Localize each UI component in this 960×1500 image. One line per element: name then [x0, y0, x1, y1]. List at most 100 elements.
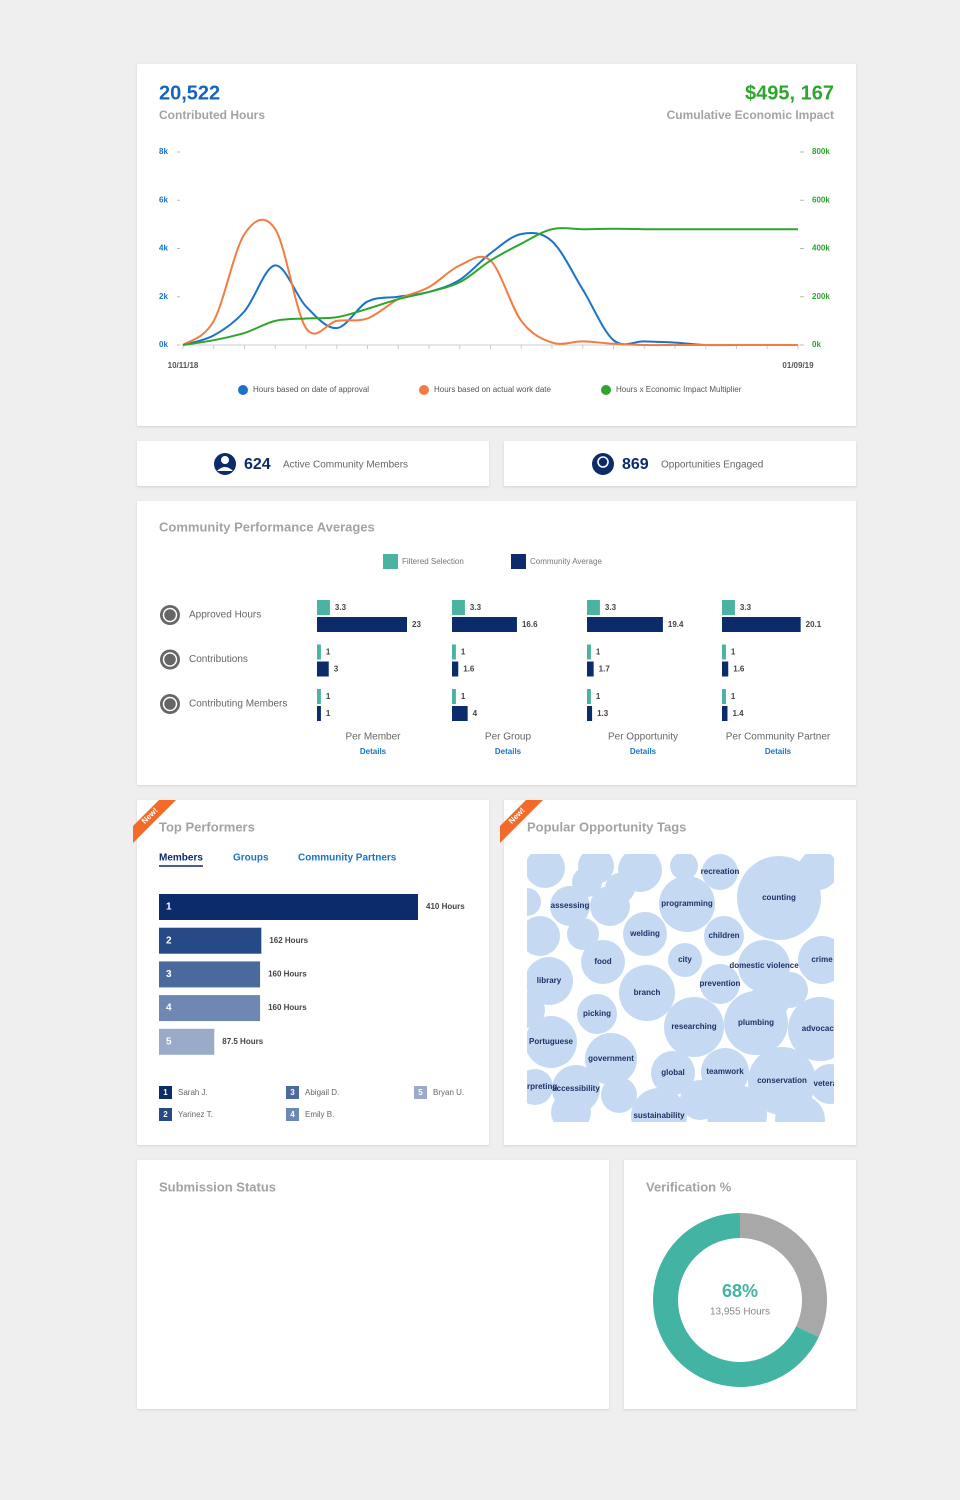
bar	[722, 706, 728, 721]
bar-value-label: 1	[461, 692, 466, 701]
x-tick-label: 01/09/19	[782, 361, 814, 370]
legend-label: Hours based on date of approval	[253, 385, 369, 394]
tag-bubble	[700, 964, 740, 1004]
rank-label: 2	[166, 935, 172, 946]
bar-value-label: 1	[596, 692, 601, 701]
legend-rank: 2	[163, 1110, 168, 1119]
member-icon-body	[217, 467, 233, 471]
opportunity-icon-pin	[597, 456, 609, 468]
y2-tick-label: 400k	[812, 244, 830, 253]
panel-label: Per Member	[345, 732, 401, 743]
donut-subtitle: 13,955 Hours	[710, 1307, 770, 1318]
legend-swatch	[511, 554, 526, 569]
y-tick-label: 2k	[159, 292, 168, 301]
bar-value-label: 160 Hours	[268, 970, 307, 979]
panel-label: Per Community Partner	[726, 732, 831, 743]
donut-segment	[740, 1213, 827, 1338]
bar-value-label: 23	[412, 620, 421, 629]
y-tick-label: 0k	[159, 340, 168, 349]
bar	[317, 600, 330, 615]
tab[interactable]: Groups	[233, 853, 269, 864]
tag-bubble	[527, 854, 565, 888]
bar	[452, 661, 459, 677]
tag-bubble	[623, 912, 667, 956]
bar	[722, 600, 735, 615]
details-link[interactable]: Details	[495, 747, 522, 756]
details-link[interactable]: Details	[630, 747, 657, 756]
tag-bubble	[702, 854, 738, 890]
performance-title: Community Performance Averages	[159, 519, 375, 534]
tag-label: counting	[762, 893, 796, 902]
tag-bubble	[737, 856, 821, 940]
bar-value-label: 1.6	[463, 665, 475, 674]
legend-name: Sarah J.	[178, 1088, 208, 1097]
members-card	[137, 441, 489, 486]
tag-label: plumbing	[738, 1018, 774, 1027]
bar	[587, 617, 663, 632]
x-tick-label: 10/11/18	[168, 361, 199, 370]
bar	[452, 600, 465, 615]
bar	[587, 661, 594, 677]
bar-value-label: 3	[334, 665, 339, 674]
opportunities-value: 869	[622, 456, 649, 473]
bar-value-label: 19.4	[668, 620, 684, 629]
legend-name: Bryan U.	[433, 1088, 464, 1097]
series-line	[182, 218, 798, 347]
tag-bubble	[590, 886, 630, 926]
legend-swatch	[286, 1108, 299, 1121]
bar-value-label: 1	[326, 692, 331, 701]
y2-tick-label: 200k	[812, 292, 830, 301]
bar	[587, 706, 593, 721]
tag-cloud: recreation counting assessing programming we…	[527, 854, 839, 1122]
tag-label: sustainability	[633, 1111, 685, 1120]
bar-value-label: 87.5 Hours	[222, 1037, 263, 1046]
tag-label: advocacy	[802, 1024, 839, 1033]
bar	[587, 600, 600, 615]
tag-bubble	[788, 997, 834, 1061]
row-icon-inner	[162, 696, 178, 712]
tags-title: Popular Opportunity Tags	[527, 819, 686, 834]
tag-label: government	[588, 1054, 634, 1063]
tag-bubble	[552, 1065, 600, 1113]
bar-value-label: 4	[473, 709, 478, 718]
y2-tick-label: 600k	[812, 195, 830, 204]
tag-bubble	[664, 997, 724, 1057]
verification-title: Verification %	[646, 1179, 732, 1194]
legend-marker	[419, 385, 429, 395]
legend-label: Community Average	[530, 557, 602, 566]
row-label: Contributions	[189, 654, 248, 665]
bar	[317, 617, 407, 632]
bar-value-label: 410 Hours	[426, 902, 465, 911]
bar	[452, 706, 468, 721]
panel-label: Per Group	[485, 732, 532, 743]
tag-label: food	[594, 957, 611, 966]
bar	[159, 995, 261, 1022]
bar-value-label: 160 Hours	[268, 1003, 307, 1012]
tag-bubble	[527, 916, 560, 956]
series-line	[182, 227, 798, 346]
tag-label: welding	[629, 929, 660, 938]
tag-bubble	[581, 940, 625, 984]
details-link[interactable]: Details	[360, 747, 387, 756]
tag-bubble	[550, 886, 590, 926]
legend-name: Yarinez T.	[178, 1110, 213, 1119]
tag-label: recreation	[701, 867, 740, 876]
bar	[722, 644, 726, 660]
rank-label: 1	[166, 902, 172, 913]
tab[interactable]: Community Partners	[298, 853, 397, 864]
donut-value: 68%	[722, 1281, 758, 1301]
tag-label: Portuguese	[529, 1037, 574, 1046]
tag-bubble	[527, 1069, 553, 1105]
tab[interactable]: Members	[159, 853, 203, 864]
tag-bubble	[798, 936, 834, 984]
bar-value-label: 1	[326, 709, 331, 718]
details-link[interactable]: Details	[765, 747, 792, 756]
bar	[452, 644, 456, 660]
bar-value-label: 1	[326, 648, 331, 657]
tag-label: teamwork	[706, 1067, 744, 1076]
bar	[587, 689, 591, 704]
bar-value-label: 3.3	[740, 603, 752, 612]
bar-value-label: 20.1	[806, 620, 822, 629]
